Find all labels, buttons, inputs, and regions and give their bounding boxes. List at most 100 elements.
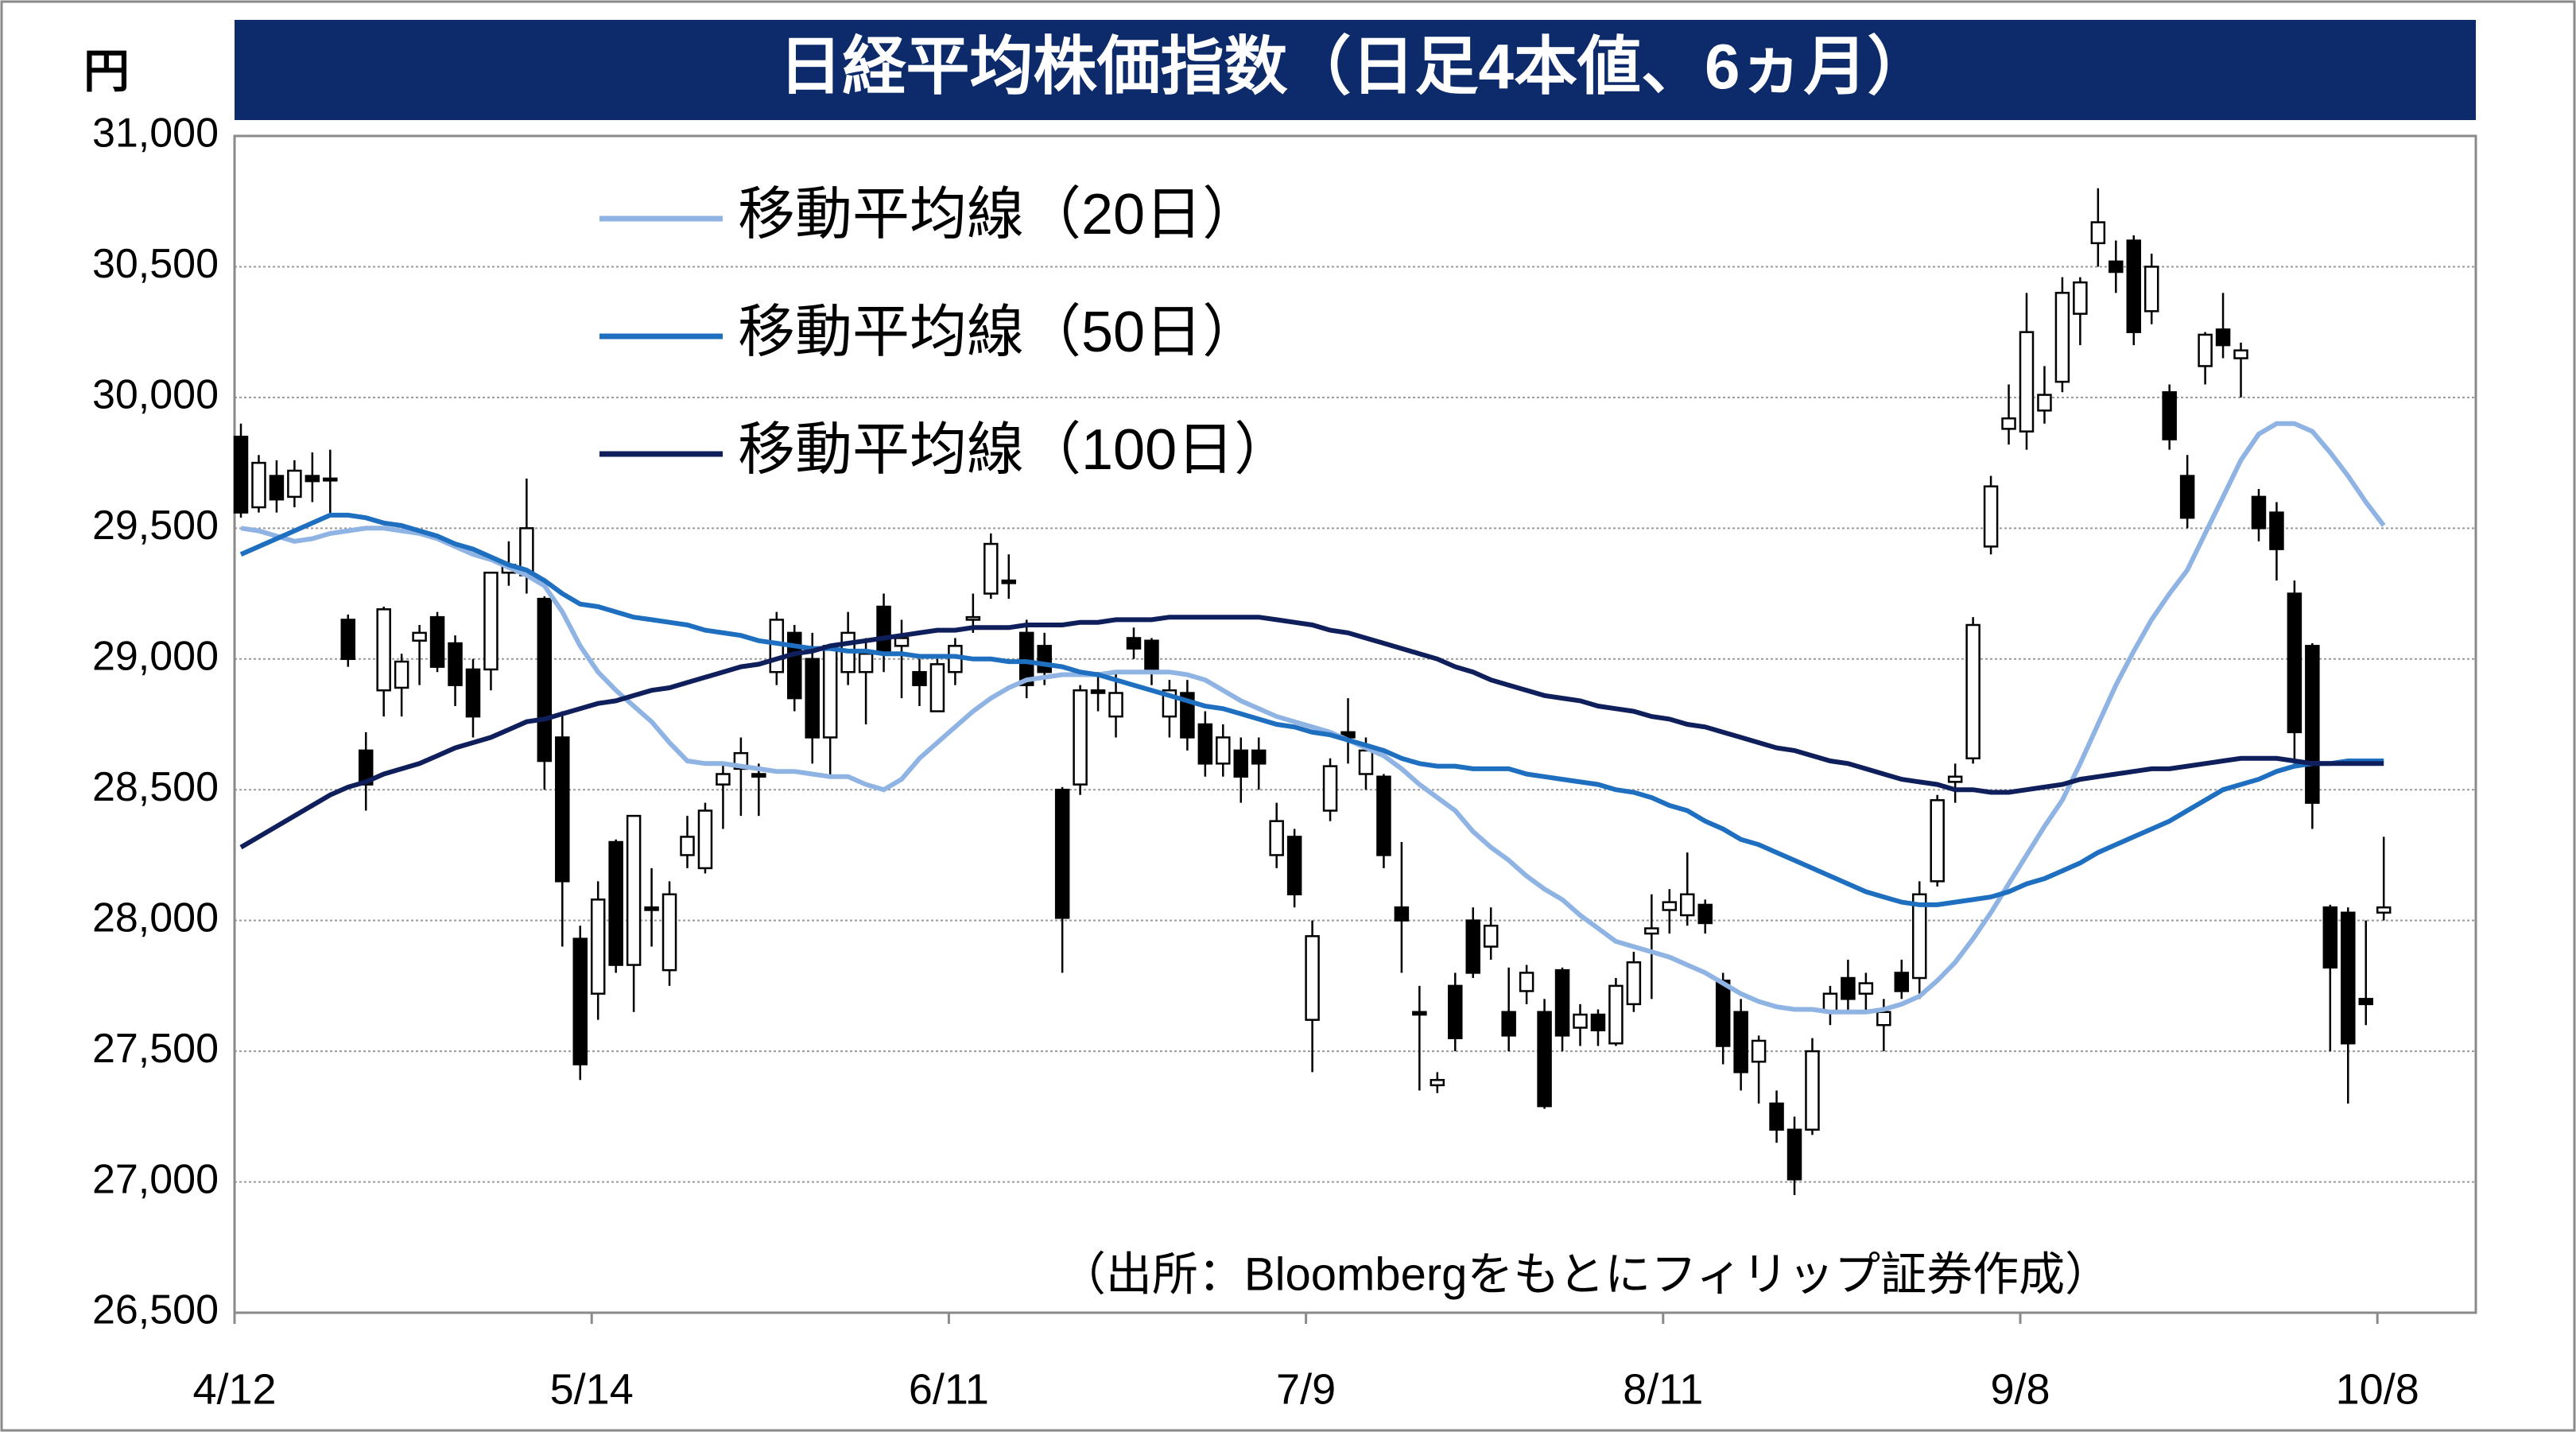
candle-body [1465, 919, 1480, 974]
candle-body [697, 809, 713, 870]
candle-body [1715, 980, 1731, 1047]
legend-label: 移動平均線（100日） [738, 418, 1291, 482]
candle-body [1448, 984, 1463, 1039]
moving-average-line [239, 512, 2384, 907]
candle-body [2322, 906, 2338, 969]
candle-body [376, 608, 391, 692]
candle-body [1751, 1039, 1767, 1063]
candle-body [1322, 765, 1338, 812]
chart-title: 日経平均株価指数（日足4本値、6ヵ月） [779, 31, 1931, 102]
candle-body [2090, 221, 2106, 245]
candle-body [1805, 1050, 1820, 1131]
candle-body [429, 615, 445, 668]
candle-body [1018, 631, 1034, 686]
candle-body [2019, 331, 2035, 433]
candle-body [323, 477, 338, 482]
candle-body [2126, 239, 2142, 333]
y-tick-label: 30,000 [92, 372, 219, 418]
x-tick-label: 9/8 [1990, 1365, 2050, 1413]
x-tick-label: 7/9 [1276, 1365, 1336, 1413]
candle-body [269, 475, 285, 501]
candle-body [483, 571, 499, 671]
x-tick-label: 10/8 [2336, 1365, 2419, 1413]
candle-body [2143, 266, 2159, 312]
candle-body [1947, 775, 1963, 783]
candle-body [1037, 645, 1052, 673]
candle-body [1841, 976, 1856, 1000]
candle-body [572, 937, 588, 1065]
candle-body [2054, 292, 2070, 383]
candle-body [661, 893, 677, 972]
candle-body [1286, 836, 1302, 896]
y-tick-label: 28,000 [92, 895, 219, 941]
candle-body [287, 469, 302, 499]
candle-body [876, 605, 891, 655]
y-tick-label: 27,000 [92, 1156, 219, 1202]
y-axis-label: 円 [83, 45, 130, 97]
x-tick-label: 5/14 [550, 1365, 634, 1413]
candle-body [1144, 639, 1159, 673]
candle-body [1590, 1013, 1606, 1032]
candle-body [1233, 749, 1249, 778]
candle-body [608, 840, 623, 966]
candle-body [2073, 281, 2088, 315]
candle-body [1412, 1011, 1427, 1016]
y-tick-label: 30,500 [92, 241, 219, 287]
candle-body [2358, 998, 2373, 1006]
candle-body [1894, 972, 1910, 992]
candle-body [1787, 1128, 1802, 1181]
candle-body [412, 631, 427, 642]
candle-body [1769, 1102, 1784, 1131]
candle-body [1430, 1079, 1445, 1087]
candle-body [1269, 820, 1284, 856]
candle-body [590, 898, 606, 995]
candle-body [1305, 935, 1320, 1021]
title-bar [235, 20, 2476, 120]
legend-label: 移動平均線（50日） [738, 301, 1259, 364]
candle-body [2269, 511, 2284, 550]
candle-body [1876, 1011, 1891, 1026]
candle-body [1733, 1011, 1748, 1073]
candle-body [1608, 984, 1624, 1045]
candle-body [1394, 906, 1410, 922]
candle-body [2305, 645, 2320, 804]
candle-body [1965, 623, 1980, 760]
candle-body [1626, 961, 1642, 1006]
candle-body [2162, 391, 2177, 440]
candle-body [1073, 689, 1088, 786]
plot-border [233, 134, 2477, 1314]
candle-body [1644, 927, 1659, 935]
candle-body [929, 663, 945, 712]
candle-body [1376, 775, 1391, 856]
candle-body [2215, 328, 2231, 347]
candle-body [894, 637, 910, 647]
candle-body [1911, 893, 1927, 980]
candle-body [1573, 1013, 1588, 1029]
candle-body [1680, 893, 1695, 917]
y-tick-label: 31,000 [92, 111, 219, 157]
candle-body [1126, 637, 1142, 650]
candle-body [1251, 749, 1267, 765]
candle-body [626, 814, 642, 966]
candle-body [233, 435, 249, 514]
candle-body [822, 645, 838, 739]
source-note: （出所：Bloombergをもとにフィリップ証券作成） [1060, 1248, 2111, 1300]
x-tick-label: 4/12 [192, 1365, 276, 1413]
candle-body [805, 658, 820, 739]
candle-body [2037, 394, 2052, 412]
candle-body [912, 670, 927, 686]
candle-body [1501, 1011, 1516, 1037]
moving-average-line [239, 615, 2384, 850]
y-tick-label: 29,000 [92, 634, 219, 680]
candle-body [2341, 911, 2356, 1045]
candle-body [983, 542, 999, 595]
candle-body [1197, 723, 1213, 765]
candle-body [1697, 903, 1713, 925]
y-tick-label: 29,500 [92, 503, 219, 549]
candle-body [2001, 417, 2016, 430]
candle-body [340, 619, 356, 661]
candle-body [2198, 333, 2213, 367]
y-tick-label: 28,500 [92, 764, 219, 810]
